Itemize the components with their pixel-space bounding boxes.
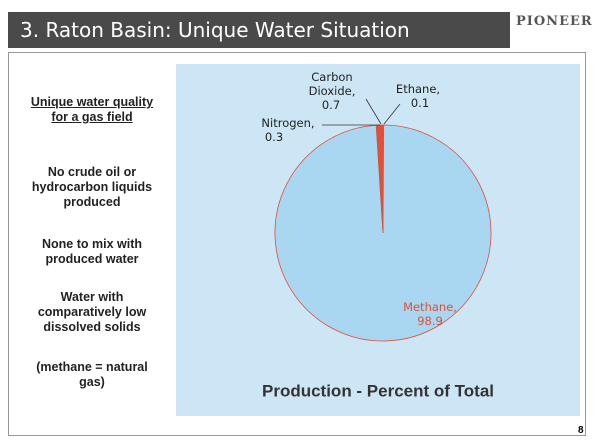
slice-label: Ethane, xyxy=(395,82,441,96)
sidebar-point: (methane = natural gas) xyxy=(36,360,148,389)
slice-value: 0.3 xyxy=(264,130,284,144)
chart-title: Production - Percent of Total xyxy=(262,381,494,400)
title-bar: 3. Raton Basin: Unique Water Situation xyxy=(8,12,510,48)
leader-line xyxy=(383,103,401,125)
sidebar-heading: Unique water quality for a gas field xyxy=(30,95,154,124)
slice-value: 0.1 xyxy=(410,96,430,110)
slice-label: Nitrogen, xyxy=(261,116,315,130)
sidebar-point: Water with comparatively low dissolved s… xyxy=(37,290,147,334)
frame xyxy=(8,52,586,436)
slide-title: 3. Raton Basin: Unique Water Situation xyxy=(20,18,410,42)
logo: PIONEER xyxy=(516,14,593,29)
slice-label: Methane, xyxy=(403,300,457,314)
sidebar-point: No crude oil or hydrocarbon liquids prod… xyxy=(31,165,153,209)
slice-value: 0.7 xyxy=(321,98,341,112)
slice-label: Carbon Dioxide, xyxy=(308,70,356,98)
slice-value: 98.9 xyxy=(417,314,443,328)
leader-line xyxy=(365,98,382,125)
sidebar-point: None to mix with produced water xyxy=(42,237,142,266)
page-number: 8 xyxy=(578,425,584,436)
